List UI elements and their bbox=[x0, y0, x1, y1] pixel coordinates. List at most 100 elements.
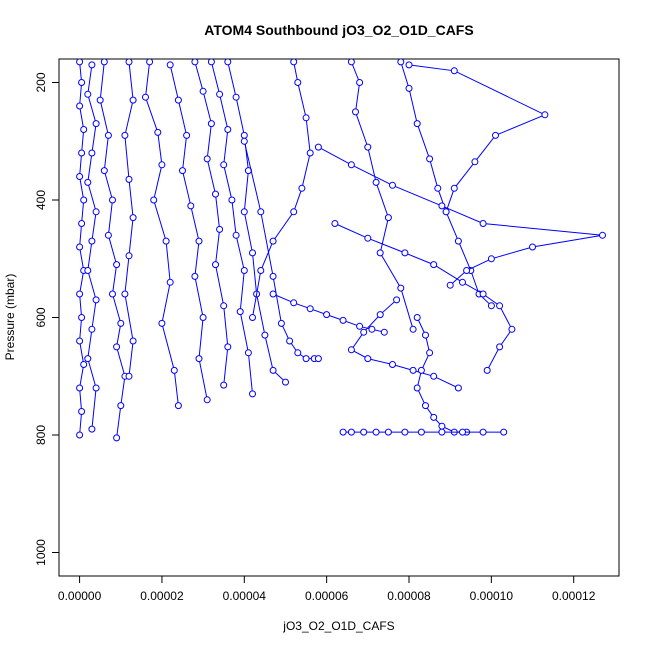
data-point bbox=[100, 59, 108, 66]
data-point bbox=[154, 128, 162, 136]
data-point bbox=[121, 290, 129, 298]
series-line bbox=[87, 64, 97, 430]
data-point bbox=[401, 428, 409, 436]
data-point bbox=[224, 59, 232, 66]
data-point bbox=[294, 79, 302, 86]
data-point bbox=[150, 196, 158, 204]
data-point bbox=[389, 181, 396, 189]
series-line bbox=[318, 146, 603, 286]
data-point bbox=[376, 249, 384, 257]
data-point bbox=[426, 349, 434, 357]
data-point bbox=[125, 252, 133, 260]
data-point bbox=[104, 231, 112, 239]
data-point bbox=[158, 161, 166, 169]
data-point bbox=[356, 322, 364, 330]
data-point bbox=[96, 96, 104, 104]
data-point bbox=[249, 390, 256, 398]
x-tick-label: 0.00010 bbox=[470, 589, 514, 603]
y-tick-label: 400 bbox=[34, 190, 48, 210]
series-17 bbox=[339, 428, 508, 436]
x-tick-label: 0.00004 bbox=[223, 589, 267, 603]
data-point bbox=[282, 378, 289, 386]
data-point bbox=[372, 428, 380, 436]
data-point bbox=[129, 337, 137, 345]
data-point bbox=[174, 402, 182, 410]
data-point bbox=[142, 93, 149, 101]
data-point bbox=[166, 61, 174, 69]
data-point bbox=[80, 126, 88, 133]
data-point bbox=[92, 120, 100, 128]
data-point bbox=[339, 428, 347, 436]
data-point bbox=[92, 296, 100, 304]
data-point bbox=[146, 59, 154, 66]
data-point bbox=[121, 131, 129, 139]
data-point bbox=[125, 372, 133, 380]
data-point bbox=[269, 290, 277, 298]
data-point bbox=[417, 428, 425, 436]
data-point bbox=[199, 314, 207, 321]
data-point bbox=[203, 155, 211, 163]
series-line bbox=[227, 61, 286, 383]
data-point bbox=[191, 272, 199, 280]
series-12 bbox=[405, 61, 549, 216]
data-point bbox=[426, 155, 434, 163]
data-point bbox=[125, 175, 133, 183]
x-tick-label: 0.00006 bbox=[305, 589, 349, 603]
data-point bbox=[496, 343, 504, 351]
data-point bbox=[78, 314, 86, 321]
data-point bbox=[76, 59, 84, 66]
data-point bbox=[417, 366, 425, 374]
data-point bbox=[450, 184, 458, 192]
data-point bbox=[290, 59, 298, 66]
data-point bbox=[240, 131, 248, 139]
data-point bbox=[347, 59, 355, 66]
data-point bbox=[88, 325, 96, 333]
data-point bbox=[364, 143, 372, 151]
data-point bbox=[454, 384, 462, 392]
series-line bbox=[416, 317, 467, 433]
data-point bbox=[207, 120, 215, 128]
data-point bbox=[92, 208, 100, 216]
x-tick-label: 0.00002 bbox=[140, 589, 184, 603]
data-point bbox=[76, 173, 84, 180]
data-point bbox=[422, 402, 429, 410]
data-point bbox=[212, 261, 219, 269]
series-19 bbox=[269, 290, 388, 336]
data-point bbox=[203, 396, 211, 404]
series-6 bbox=[191, 59, 232, 389]
data-point bbox=[76, 384, 84, 392]
data-point bbox=[397, 284, 405, 292]
data-point bbox=[331, 220, 339, 227]
data-point bbox=[224, 343, 232, 351]
data-point bbox=[220, 381, 228, 389]
series-line bbox=[144, 61, 179, 406]
series-16 bbox=[413, 314, 471, 436]
data-point bbox=[191, 59, 199, 66]
series-4 bbox=[142, 59, 182, 410]
data-point bbox=[125, 59, 133, 66]
y-axis-label: Pressure (mbar) bbox=[3, 274, 17, 361]
data-point bbox=[356, 79, 364, 86]
data-point bbox=[529, 243, 536, 251]
data-point bbox=[109, 196, 116, 204]
x-tick-label: 0.00000 bbox=[58, 589, 102, 603]
data-point bbox=[78, 408, 86, 415]
data-point bbox=[84, 267, 92, 274]
data-point bbox=[88, 61, 96, 69]
data-point bbox=[113, 434, 121, 442]
data-point bbox=[389, 361, 396, 368]
data-point bbox=[413, 120, 421, 128]
data-point bbox=[277, 319, 285, 327]
data-point bbox=[195, 355, 203, 363]
data-point bbox=[352, 108, 359, 116]
series-1 bbox=[84, 61, 100, 433]
data-point bbox=[438, 422, 446, 430]
data-point bbox=[487, 302, 495, 310]
data-point bbox=[364, 234, 372, 242]
data-point bbox=[117, 319, 125, 327]
series-10 bbox=[347, 59, 417, 333]
data-point bbox=[405, 84, 413, 92]
data-point bbox=[117, 402, 125, 410]
data-point bbox=[88, 149, 96, 157]
data-point bbox=[302, 114, 310, 122]
